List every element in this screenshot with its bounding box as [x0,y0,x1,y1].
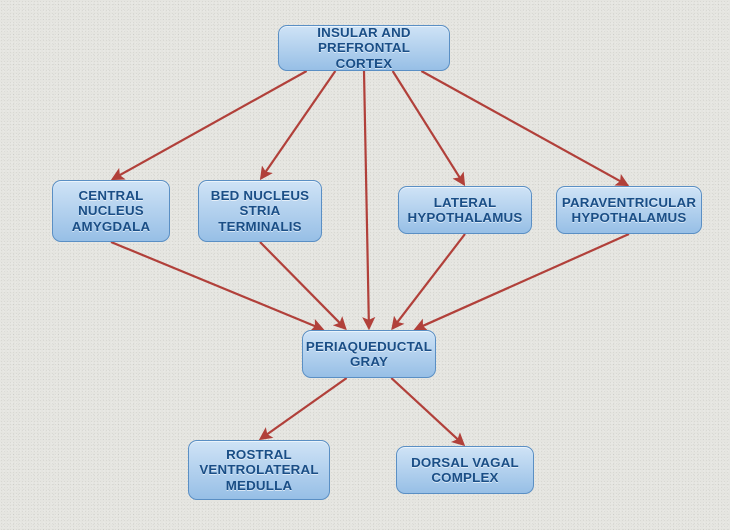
node-label: BED NUCLEUS STRIA TERMINALIS [211,188,309,234]
node-pag: PERIAQUEDUCTAL GRAY [302,330,436,378]
node-rvlm: ROSTRAL VENTROLATERAL MEDULLA [188,440,330,500]
node-label: CENTRAL NUCLEUS AMYGDALA [72,188,151,234]
node-bnst: BED NUCLEUS STRIA TERMINALIS [198,180,322,242]
node-amygdala: CENTRAL NUCLEUS AMYGDALA [52,180,170,242]
node-cortex: INSULAR AND PREFRONTAL CORTEX [278,25,450,71]
node-label: ROSTRAL VENTROLATERAL MEDULLA [199,447,318,493]
node-label: PARAVENTRICULAR HYPOTHALAMUS [562,195,696,226]
node-label: DORSAL VAGAL COMPLEX [411,455,519,486]
node-label: INSULAR AND PREFRONTAL CORTEX [285,25,443,71]
node-label: PERIAQUEDUCTAL GRAY [306,339,432,370]
node-pvh: PARAVENTRICULAR HYPOTHALAMUS [556,186,702,234]
node-label: LATERAL HYPOTHALAMUS [408,195,523,226]
node-lathyp: LATERAL HYPOTHALAMUS [398,186,532,234]
diagram-background [0,0,730,530]
node-dvc: DORSAL VAGAL COMPLEX [396,446,534,494]
